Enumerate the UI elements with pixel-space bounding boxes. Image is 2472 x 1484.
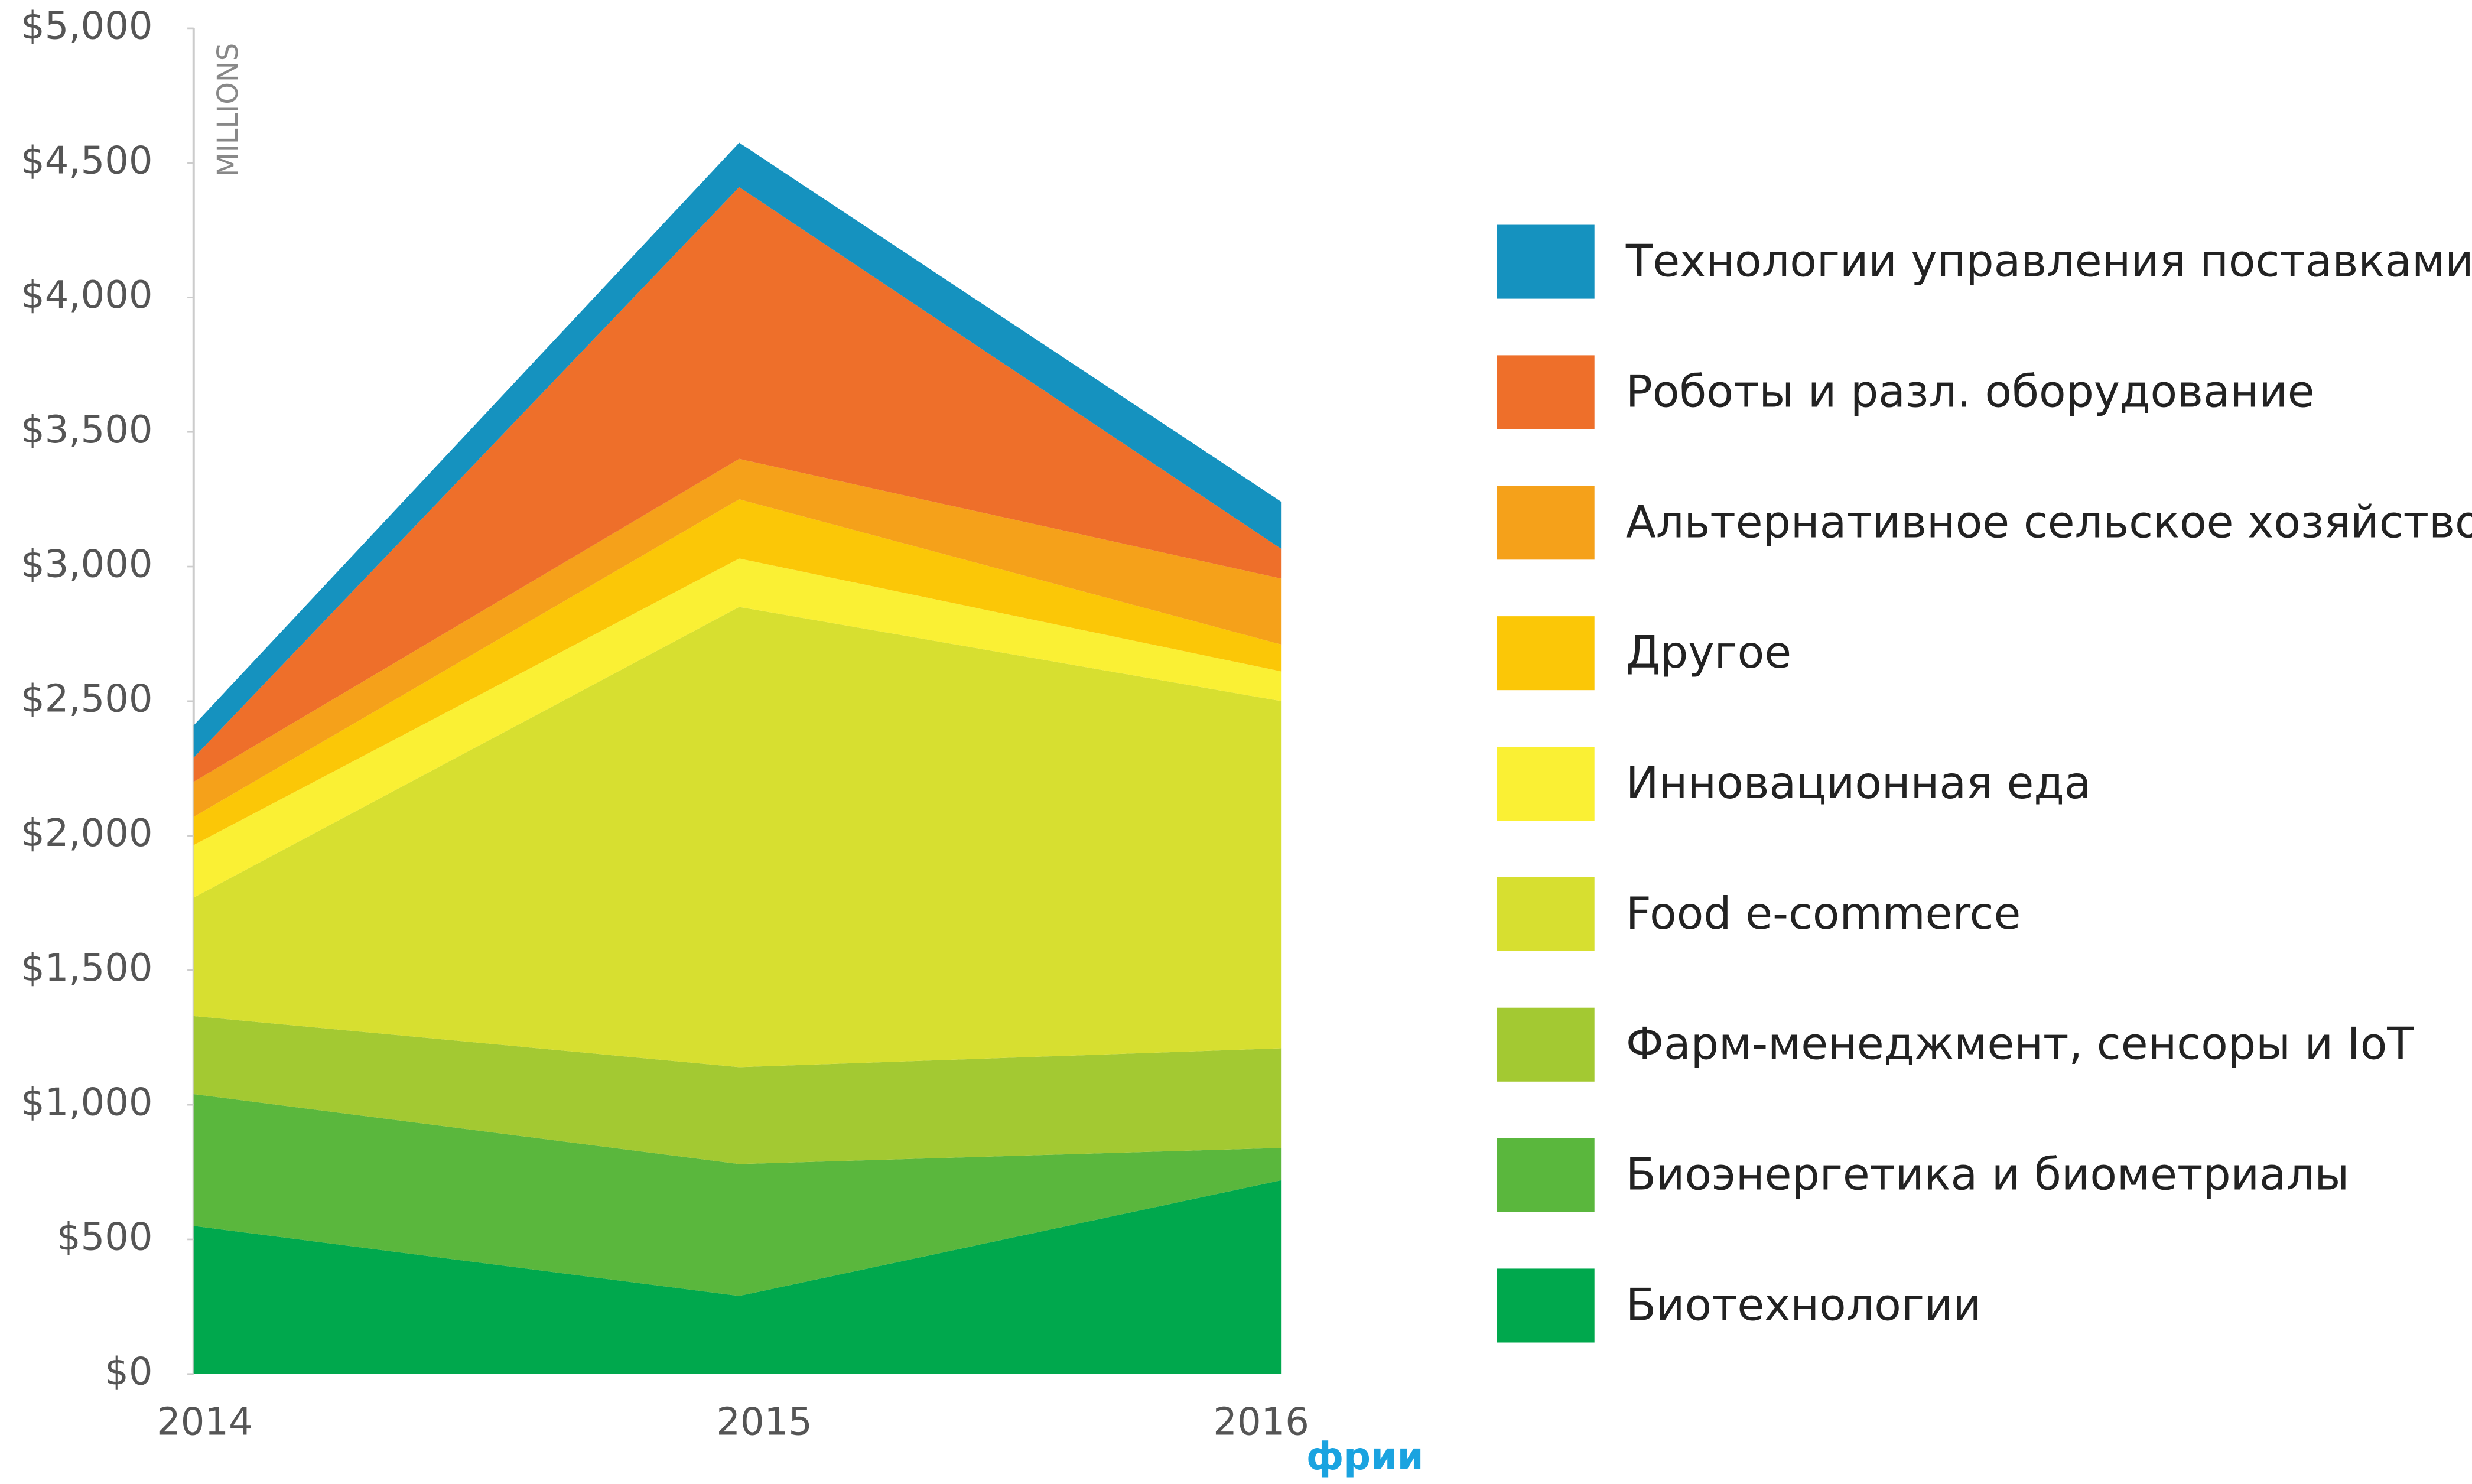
legend-swatch xyxy=(1497,746,1595,821)
legend-label: Фарм-менеджмент, сенсоры и IoT xyxy=(1626,1018,2414,1070)
area xyxy=(193,558,1282,898)
area xyxy=(193,458,1282,817)
y-tick-label: $5,000 xyxy=(21,4,152,48)
y-tick-label: $0 xyxy=(105,1350,152,1394)
legend-label: Альтернативное сельское хозяйство xyxy=(1626,496,2472,548)
y-tick-label: $4,000 xyxy=(21,274,152,317)
area xyxy=(193,1180,1282,1374)
y-tick-label: $1,500 xyxy=(21,946,152,990)
x-tick-label: 2016 xyxy=(1213,1400,1309,1444)
legend-swatch xyxy=(1497,616,1595,691)
legend-label: Инновационная еда xyxy=(1626,757,2092,809)
legend-swatch xyxy=(1497,1268,1595,1343)
legend-swatch xyxy=(1497,355,1595,429)
area xyxy=(193,1016,1282,1164)
legend-label: Технологии управления поставками xyxy=(1625,236,2472,287)
y-tick-label: $1,000 xyxy=(21,1081,152,1125)
y-tick-label: $3,000 xyxy=(21,543,152,587)
y-tick-label: $2,500 xyxy=(21,677,152,721)
legend-label: Биотехнологии xyxy=(1626,1279,1982,1330)
y-tick-label: $2,000 xyxy=(21,812,152,855)
area xyxy=(193,187,1282,782)
legend-swatch xyxy=(1497,224,1595,299)
watermark: фрии xyxy=(1306,1435,1424,1479)
legend-swatch xyxy=(1497,486,1595,560)
x-tick-label: 2015 xyxy=(716,1400,812,1444)
legend-label: Другое xyxy=(1626,627,1791,678)
legend-label: Food e-commerce xyxy=(1626,888,2021,939)
y-tick-label: $4,500 xyxy=(21,139,152,183)
y-tick-label: $3,500 xyxy=(21,408,152,452)
legend-label: Биоэнергетика и биометриалы xyxy=(1626,1149,2349,1200)
legend-swatch xyxy=(1497,877,1595,951)
area xyxy=(193,499,1282,845)
legend-label: Роботы и разл. оборудование xyxy=(1626,366,2315,417)
area xyxy=(193,1094,1282,1296)
y-axis-label: MILLIONS xyxy=(212,43,245,177)
legend-swatch xyxy=(1497,1007,1595,1082)
x-tick-label: 2014 xyxy=(157,1400,253,1444)
legend-swatch xyxy=(1497,1138,1595,1212)
y-tick-label: $500 xyxy=(57,1216,153,1260)
area xyxy=(193,607,1282,1068)
